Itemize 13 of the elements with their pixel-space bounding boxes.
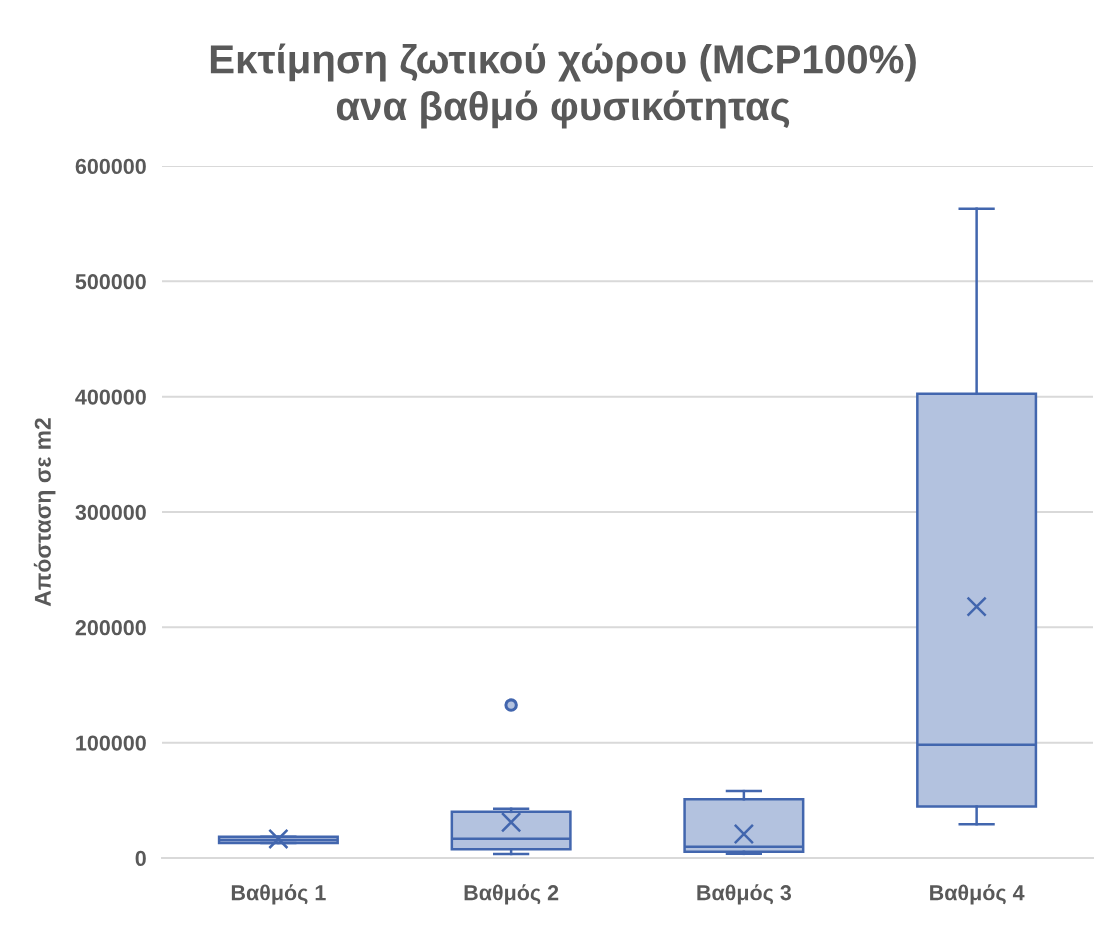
y-tick-label: 0 [135,850,146,867]
y-tick-label: 500000 [75,274,146,290]
y-tick-label: 300000 [75,504,146,521]
y-tick-label: 200000 [75,620,146,636]
x-tick-label: Βαθμός 1 [231,884,326,905]
chart-title: Εκτίμηση ζωτικού χώρου (MCP100%) ανα βαθμό φυσικότητας [210,43,916,129]
x-tick-label: Βαθμός 4 [930,884,1025,905]
y-tick-label: 100000 [76,735,146,751]
y-axis-title: Απόσταση σε m2 [33,418,56,607]
x-tick-label: Βαθμός 2 [464,884,559,905]
y-tick-label: 400000 [75,389,146,405]
y-tick-label: 600000 [75,158,146,175]
x-tick-label: Βαθμός 3 [697,884,792,905]
